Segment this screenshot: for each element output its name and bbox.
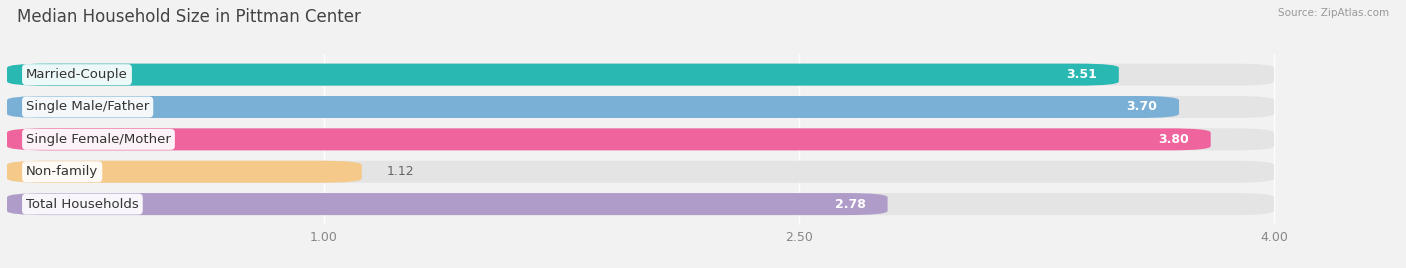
Text: 3.70: 3.70 — [1126, 100, 1157, 113]
FancyBboxPatch shape — [7, 96, 1274, 118]
FancyBboxPatch shape — [7, 161, 1274, 183]
Text: 3.51: 3.51 — [1066, 68, 1097, 81]
Text: 1.12: 1.12 — [387, 165, 415, 178]
FancyBboxPatch shape — [7, 96, 1180, 118]
FancyBboxPatch shape — [7, 193, 1274, 215]
Text: Married-Couple: Married-Couple — [27, 68, 128, 81]
FancyBboxPatch shape — [7, 64, 1119, 86]
Text: Source: ZipAtlas.com: Source: ZipAtlas.com — [1278, 8, 1389, 18]
FancyBboxPatch shape — [7, 64, 1274, 86]
Text: Non-family: Non-family — [27, 165, 98, 178]
Text: 2.78: 2.78 — [835, 198, 866, 211]
FancyBboxPatch shape — [7, 128, 1274, 150]
Text: 3.80: 3.80 — [1157, 133, 1188, 146]
FancyBboxPatch shape — [7, 128, 1211, 150]
Text: Single Female/Mother: Single Female/Mother — [27, 133, 172, 146]
Text: Total Households: Total Households — [27, 198, 139, 211]
Text: Single Male/Father: Single Male/Father — [27, 100, 149, 113]
FancyBboxPatch shape — [7, 193, 887, 215]
FancyBboxPatch shape — [7, 161, 361, 183]
Text: Median Household Size in Pittman Center: Median Household Size in Pittman Center — [17, 8, 361, 26]
